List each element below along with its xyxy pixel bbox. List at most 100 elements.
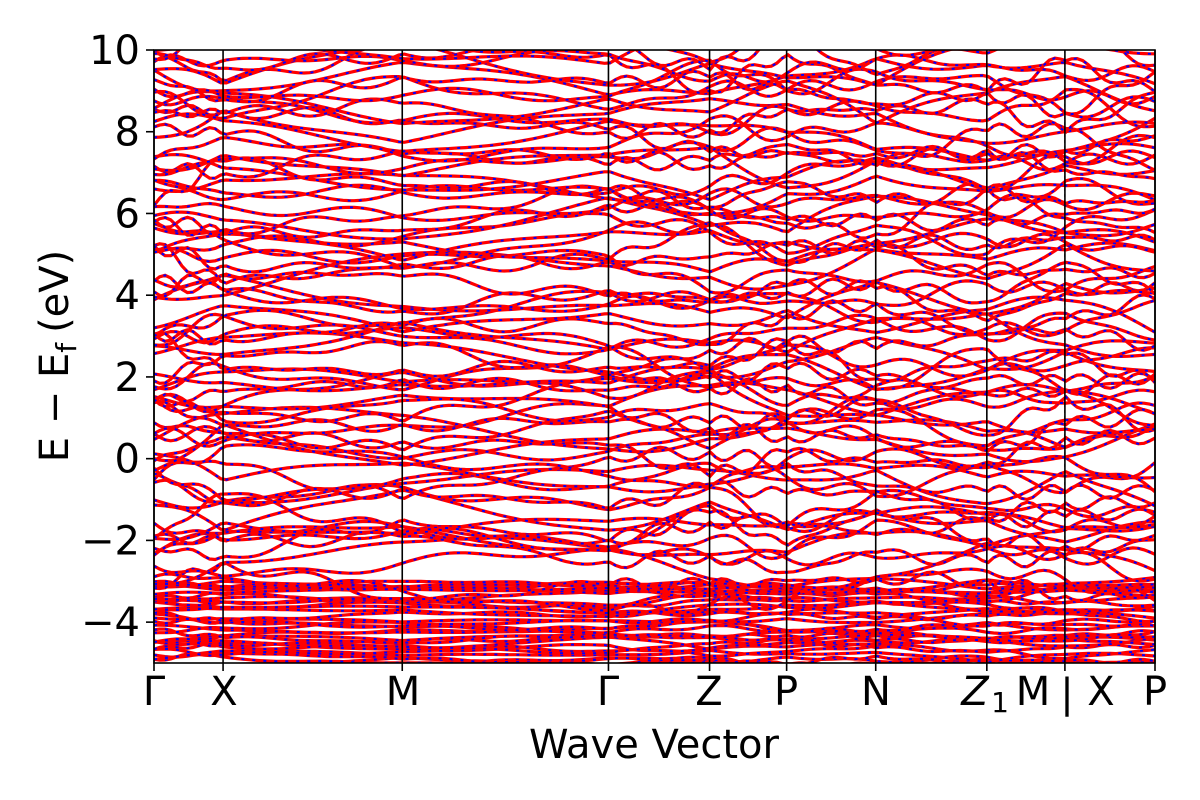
band-line-red xyxy=(154,246,1155,295)
band-line-blue xyxy=(154,580,1155,594)
band-line-blue xyxy=(154,239,1155,285)
band-line-blue xyxy=(154,525,1155,557)
band-line-red xyxy=(154,504,1155,553)
band-line-blue xyxy=(154,221,1155,273)
band-line-blue xyxy=(296,661,1039,663)
band-line-blue xyxy=(154,649,1155,663)
x-tick-label-gamma-1: Γ xyxy=(143,669,166,715)
x-tick-label-m-1: M xyxy=(386,669,421,715)
band-line-red xyxy=(154,50,1155,77)
band-line-red xyxy=(154,208,1155,257)
band-line-blue xyxy=(154,293,1155,346)
band-line-blue xyxy=(154,601,1155,617)
band-line-blue xyxy=(879,661,927,663)
band-line-blue xyxy=(154,643,1155,660)
band-line-red xyxy=(154,50,1155,87)
y-tick-label: −2 xyxy=(81,518,140,564)
y-tick-label: 8 xyxy=(115,110,140,156)
y-tick-label: 0 xyxy=(115,437,140,483)
band-line-blue xyxy=(154,331,1155,383)
band-line-red xyxy=(154,176,1155,223)
y-tick-label: 4 xyxy=(115,273,140,319)
band-line-blue xyxy=(154,122,1155,172)
band-line-blue xyxy=(154,274,1155,319)
y-tick-label: 6 xyxy=(115,191,140,237)
band-line-blue xyxy=(154,6,1155,48)
band-line-red xyxy=(154,260,1155,305)
band-line-red xyxy=(800,660,932,663)
y-axis-label: E − Ef (eV) xyxy=(32,250,83,463)
band-line-blue xyxy=(154,423,1155,472)
band-line-red xyxy=(154,149,1155,200)
x-tick-label-gamma-2: Γ xyxy=(597,669,620,715)
band-line-blue xyxy=(154,217,1155,262)
band-line-red xyxy=(154,97,1155,145)
band-line-blue xyxy=(154,296,1155,334)
band-line-blue xyxy=(154,508,1155,561)
band-line-blue xyxy=(154,381,1155,435)
band-line-red xyxy=(154,361,1155,404)
y-axis-label-subscript: f xyxy=(50,342,83,353)
x-tick-label-m-2: M xyxy=(1016,669,1051,715)
band-line-blue xyxy=(154,587,1155,605)
band-line-blue xyxy=(154,530,1155,574)
x-tick-label-n: N xyxy=(861,669,891,715)
band-line-blue xyxy=(154,126,1155,176)
band-line-blue xyxy=(154,446,1155,501)
plot-frame xyxy=(153,49,1156,664)
bands-group xyxy=(154,6,1155,663)
band-line-blue xyxy=(154,220,1155,269)
band-line-blue xyxy=(154,632,1155,643)
y-tick-label: 10 xyxy=(89,28,140,74)
band-line-blue xyxy=(154,568,1155,614)
band-line-red xyxy=(154,371,1155,424)
band-line-red xyxy=(154,312,1155,358)
x-axis xyxy=(153,663,1156,671)
band-line-blue xyxy=(154,452,1155,493)
x-axis-label: Wave Vector xyxy=(529,722,780,768)
x-tick-label-x-1: X xyxy=(210,669,237,715)
band-line-red xyxy=(154,488,1155,532)
band-line-blue xyxy=(154,620,1155,635)
band-line-blue xyxy=(154,611,1155,624)
band-line-blue xyxy=(154,74,1155,120)
band-line-blue xyxy=(154,91,1155,140)
band-line-blue xyxy=(154,312,1155,355)
band-line-blue xyxy=(154,142,1155,189)
x-tick-label-x-2: X xyxy=(1087,669,1114,715)
x-tick-label-z1-subscript: 1 xyxy=(991,686,1009,719)
band-line-blue xyxy=(154,312,1155,358)
x-tick-label-p-2: P xyxy=(1143,669,1167,715)
band-line-blue xyxy=(154,345,1155,393)
band-line-blue xyxy=(154,610,1155,623)
x-tick-label-z1: Z xyxy=(960,669,990,715)
y-axis-label-main: E − E xyxy=(32,353,78,463)
band-line-blue xyxy=(154,70,1155,118)
band-line-blue xyxy=(154,50,998,64)
band-line-blue xyxy=(154,600,1155,615)
band-line-blue xyxy=(154,274,1155,322)
band-line-blue xyxy=(154,611,1155,629)
band-line-red xyxy=(154,407,1155,453)
band-line-red xyxy=(154,518,1155,566)
band-line-red xyxy=(154,142,1155,181)
band-line-blue xyxy=(154,638,1155,654)
band-line-blue xyxy=(154,104,1155,161)
band-line-blue xyxy=(154,232,1155,280)
band-line-red xyxy=(154,394,1155,437)
band-line-blue xyxy=(154,536,1155,590)
y-tick-label: −4 xyxy=(81,600,140,646)
band-line-red xyxy=(154,491,1155,546)
band-line-red xyxy=(154,478,1155,529)
band-line-red xyxy=(154,114,1155,166)
band-line-red xyxy=(154,561,1155,603)
band-line-blue xyxy=(154,653,1155,663)
y-tick-label: 2 xyxy=(115,355,140,401)
y-axis-label-unit: (eV) xyxy=(32,250,78,333)
band-line-blue xyxy=(154,628,1155,644)
band-line-blue xyxy=(154,597,1155,612)
band-line-red xyxy=(154,289,1155,338)
band-line-red xyxy=(154,650,1155,663)
band-line-blue xyxy=(154,337,1155,385)
band-line-blue xyxy=(154,406,1155,453)
